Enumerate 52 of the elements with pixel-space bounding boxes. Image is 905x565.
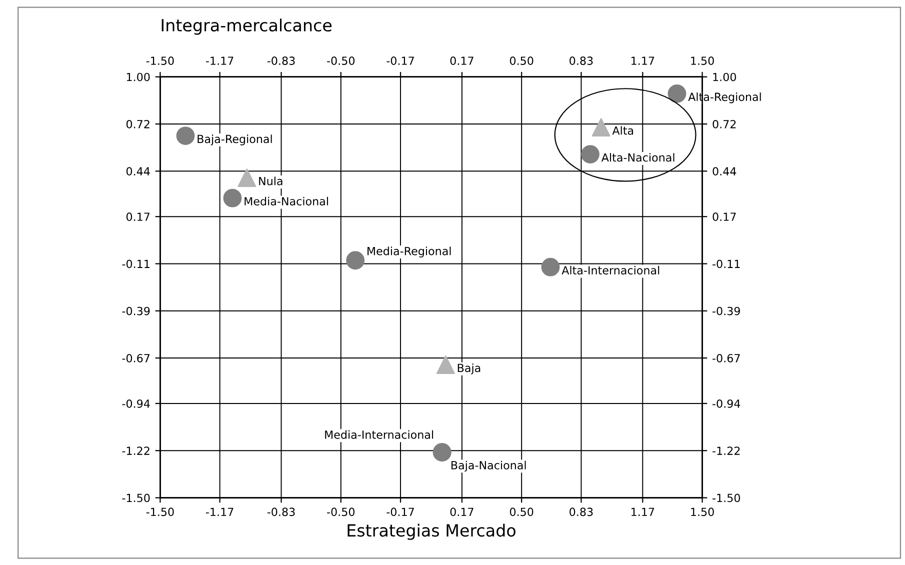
y-tick-label: -0.11 — [122, 260, 150, 268]
y2-tick-label: 0.17 — [712, 212, 736, 221]
x2-tick-label: -0.17 — [386, 56, 414, 65]
y2-tick-label: -1.50 — [712, 494, 740, 502]
x2-tick-label: -1.50 — [146, 56, 174, 65]
y-tick-label: -1.50 — [122, 494, 150, 502]
x-tick-label: -0.17 — [386, 508, 414, 516]
data-label: Nula — [259, 176, 282, 186]
y2-tick-label: 0.72 — [712, 120, 736, 128]
x-tick-label: -0.83 — [267, 508, 295, 516]
data-label: Alta-Internacional — [562, 266, 660, 274]
y-tick-label: -0.67 — [122, 354, 150, 362]
x2-tick-label: 1.17 — [632, 56, 654, 65]
y-tick-label: 0.44 — [126, 167, 150, 176]
data-label: Baja — [458, 364, 480, 374]
x2-tick-label: -0.83 — [267, 56, 295, 65]
x-tick-label: -1.17 — [206, 508, 234, 516]
x-tick-label: 0.50 — [510, 508, 534, 516]
x2-tick-label: -0.50 — [327, 56, 355, 65]
y-tick-label: 0.72 — [126, 120, 150, 128]
y2-tick-label: 0.44 — [712, 167, 736, 176]
y-tick-label: -0.94 — [122, 399, 150, 408]
data-label: Alta — [612, 126, 634, 135]
x2-tick-label: 0.83 — [570, 56, 593, 65]
y2-tick-label: -0.94 — [712, 399, 740, 408]
y2-tick-label: -0.67 — [712, 354, 740, 362]
data-label: Baja-Nacional — [452, 460, 526, 472]
data-label: Baja-Regional — [198, 134, 272, 146]
x2-tick-label: 0.50 — [510, 56, 534, 65]
x-tick-label: 1.17 — [632, 508, 654, 516]
y2-tick-label: -0.39 — [712, 306, 740, 316]
y-tick-label: -1.22 — [122, 446, 150, 455]
x-tick-label: 0.83 — [570, 508, 593, 516]
x2-tick-label: 1.50 — [691, 56, 714, 65]
x-tick-label: -1.50 — [146, 508, 174, 516]
x-tick-label: -0.50 — [327, 508, 355, 516]
y2-tick-label: -0.11 — [712, 260, 740, 268]
x-tick-label: 1.50 — [691, 508, 714, 516]
y2-tick-label: 1.00 — [713, 72, 736, 82]
x-tick-label: 0.17 — [450, 508, 474, 516]
data-label: Media-Nacional — [244, 196, 328, 206]
x-axis-title: Estrategias Mercado — [348, 524, 516, 540]
x2-tick-label: 0.17 — [450, 56, 474, 65]
y-tick-label: 0.17 — [126, 212, 150, 221]
data-label: Alta-Nacional — [601, 153, 674, 162]
y-axis-title: Integra-mercalcance — [162, 18, 332, 35]
y-tick-label: 1.00 — [126, 72, 150, 82]
data-label: Media-Regional — [368, 246, 451, 258]
y-tick-label: -0.39 — [122, 306, 150, 316]
data-label: Media-Internacional — [325, 430, 434, 439]
x2-tick-label: -1.17 — [206, 56, 234, 65]
y2-tick-label: -1.22 — [712, 446, 740, 455]
